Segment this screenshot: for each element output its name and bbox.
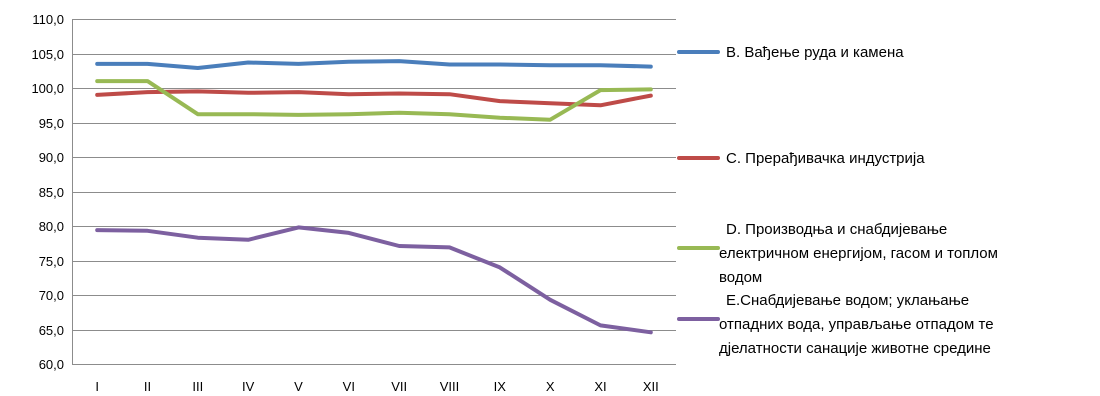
x-tick-label: V: [294, 379, 303, 394]
y-tick-label: 75,0: [39, 254, 64, 269]
y-tick-label: 95,0: [39, 116, 64, 131]
legend-label-4: E.Снабдијевање водом; уклањање отпадних в…: [719, 292, 994, 357]
legend: B. Вађење руда и камена C. Прерађивачка и…: [677, 44, 998, 357]
x-tick-label: VII: [391, 379, 407, 394]
x-tick-label: II: [144, 379, 151, 394]
legend-label-2: C. Прерађивачка индустрија: [726, 150, 925, 167]
x-tick-label: X: [546, 379, 555, 394]
y-tick-label: 110,0: [32, 12, 64, 27]
y-tick-label: 65,0: [39, 323, 64, 338]
y-tick-label: 90,0: [39, 150, 64, 165]
legend-label-3: D. Производња и снабдијевање електричном …: [719, 221, 998, 286]
y-tick-label: 85,0: [39, 185, 64, 200]
x-tick-label: IX: [494, 379, 507, 394]
x-tick-label: VI: [343, 379, 355, 394]
x-tick-label: III: [192, 379, 203, 394]
x-tick-label: XI: [594, 379, 606, 394]
y-tick-label: 70,0: [39, 288, 64, 303]
x-tick-label: VIII: [440, 379, 460, 394]
x-tick-label: XII: [643, 379, 659, 394]
x-axis-ticks: I II III IV V VI VII VIII IX X XI XII: [95, 379, 658, 394]
legend-label-1: B. Вађење руда и камена: [726, 44, 904, 61]
y-tick-label: 60,0: [39, 357, 64, 372]
y-axis-ticks: 60,0 65,0 70,0 75,0 80,0 85,0 90,0 95,0 100,0 105…: [31, 12, 64, 372]
grid-lines: [72, 19, 676, 365]
series-line-1: [95, 59, 653, 70]
series-line-2: [95, 89, 653, 108]
y-tick-label: 105,0: [31, 47, 64, 62]
x-tick-label: IV: [242, 379, 255, 394]
x-tick-label: I: [95, 379, 99, 394]
y-tick-label: 100,0: [31, 81, 64, 96]
series-line-4: [95, 225, 653, 335]
series-lines: [95, 59, 653, 335]
y-tick-label: 80,0: [39, 219, 64, 234]
series-line-3: [95, 79, 653, 122]
